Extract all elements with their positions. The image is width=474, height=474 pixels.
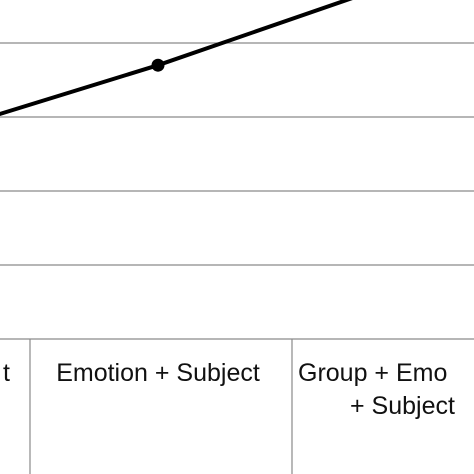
series-line bbox=[0, 0, 353, 117]
category-table bbox=[0, 338, 474, 474]
category-label-2-line-0: Group + Emo bbox=[298, 359, 447, 387]
category-labels: t Emotion + Subject Group + Emo + Subject bbox=[3, 359, 455, 420]
data-point-1 bbox=[151, 58, 165, 72]
gridlines bbox=[0, 42, 474, 266]
series-path bbox=[0, 0, 353, 117]
category-label-0: t bbox=[3, 359, 10, 387]
category-label-2-line-1: + Subject bbox=[350, 392, 455, 420]
category-label-1: Emotion + Subject bbox=[56, 359, 260, 387]
